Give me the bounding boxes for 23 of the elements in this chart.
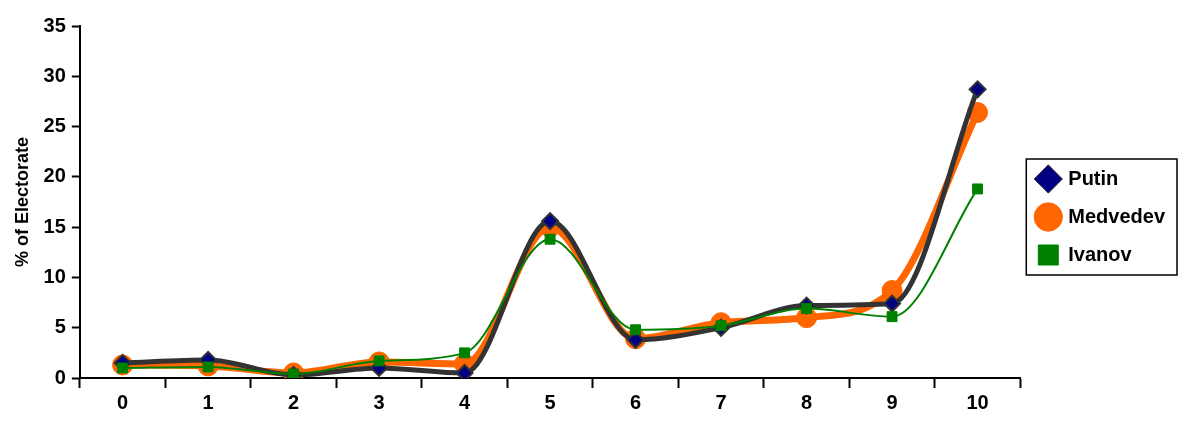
legend-label: Ivanov — [1068, 242, 1133, 265]
y-tick-label: 10 — [43, 264, 66, 287]
y-tick-label: 15 — [43, 214, 66, 237]
x-tick-label: 0 — [117, 390, 129, 413]
y-tick-label: 30 — [43, 63, 66, 86]
y-tick-label: 35 — [43, 13, 66, 36]
x-tick-label: 9 — [886, 390, 898, 413]
x-tick-label: 5 — [544, 390, 556, 413]
legend-label: Medvedev — [1068, 204, 1166, 227]
legend-label: Putin — [1068, 166, 1119, 189]
x-tick-label: 10 — [966, 390, 989, 413]
x-tick-label: 8 — [800, 390, 813, 413]
y-tick-label: 20 — [43, 164, 66, 187]
x-tick-label: 6 — [630, 390, 642, 413]
x-tick-label: 3 — [373, 390, 385, 413]
x-tick-label: 2 — [288, 390, 300, 413]
x-tick-label: 7 — [715, 390, 727, 413]
y-tick-label: 0 — [54, 365, 66, 388]
y-axis-title: % of Electorate — [11, 136, 32, 268]
x-tick-label: 1 — [202, 390, 214, 413]
x-tick-label: 4 — [459, 390, 472, 413]
y-tick-label: 25 — [43, 114, 66, 137]
y-tick-label: 5 — [54, 315, 66, 338]
